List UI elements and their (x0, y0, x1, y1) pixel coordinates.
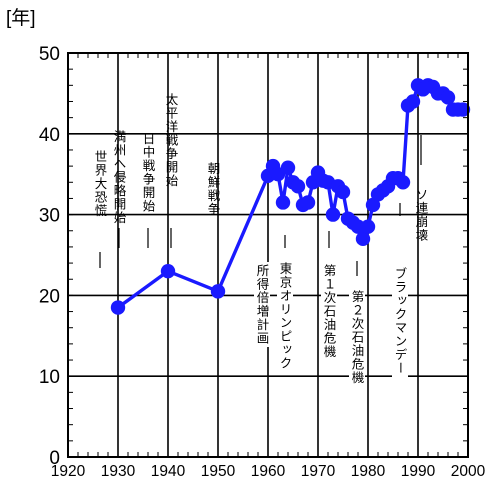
x-tick-label: 1950 (201, 463, 236, 480)
data-point (210, 284, 226, 299)
annotation-bg (254, 262, 270, 347)
data-point (110, 300, 126, 315)
annotation-label: 日中戦争開始 (141, 132, 156, 213)
data-point (335, 184, 351, 200)
x-tick-label: 1970 (301, 463, 336, 480)
y-tick-label: 50 (39, 44, 60, 65)
data-point (405, 94, 421, 109)
data-point (275, 195, 291, 210)
y-tick-label: 0 (49, 448, 60, 469)
axes: 0 10 20 30 40 50 1920 1930 1940 1950 1960 1970 1980 1… (39, 44, 486, 480)
y-tick-label: 10 (39, 367, 60, 388)
annotation-label: 太平洋戦争開始 (164, 92, 179, 188)
data-point (350, 219, 366, 234)
annotation-bg (349, 288, 365, 387)
x-tick-label: 1930 (101, 463, 136, 480)
x-tick-label: 1940 (151, 463, 186, 480)
y-tick-label: 30 (39, 206, 60, 227)
x-tick-label: 1920 (51, 463, 86, 480)
y-tick-label: 40 (39, 125, 60, 146)
annotation-label: 第２次石油危機 (350, 290, 365, 385)
annotation-bg (277, 260, 293, 372)
annotation-label: ソ連崩壊 (414, 188, 429, 242)
data-point (440, 90, 456, 105)
annotation-label: 朝鮮戦争 (206, 162, 221, 216)
data-point (290, 179, 306, 194)
annotation-bg (321, 262, 337, 361)
data-point (325, 207, 341, 222)
data-point (160, 263, 176, 279)
data-point (395, 175, 411, 190)
annotation-label: 東京オリンピック (278, 262, 293, 370)
x-tick-label: 1980 (351, 463, 386, 480)
x-tick-label: 2000 (451, 463, 486, 480)
annotation-label: 所得倍増計画 (255, 264, 270, 345)
annotation-label: 満州へ侵略開始 (112, 130, 127, 225)
data-point (360, 219, 376, 234)
x-tick-label: 1960 (251, 463, 286, 480)
x-tick-label: 1990 (401, 463, 436, 480)
y-axis-label: [年] (6, 7, 36, 29)
data-point (280, 160, 296, 175)
series-line (110, 78, 471, 315)
data-point (455, 102, 471, 117)
annotation-label: ブラックマンデー (393, 266, 408, 375)
data-point (300, 195, 316, 210)
y-tick-label: 20 (39, 286, 60, 307)
annotation-label: 世界大恐慌 (93, 150, 108, 218)
plot-frame (67, 52, 469, 458)
data-point (355, 231, 371, 247)
annotation-label: 第１次石油危機 (322, 264, 337, 359)
annotation-bg (392, 265, 408, 377)
